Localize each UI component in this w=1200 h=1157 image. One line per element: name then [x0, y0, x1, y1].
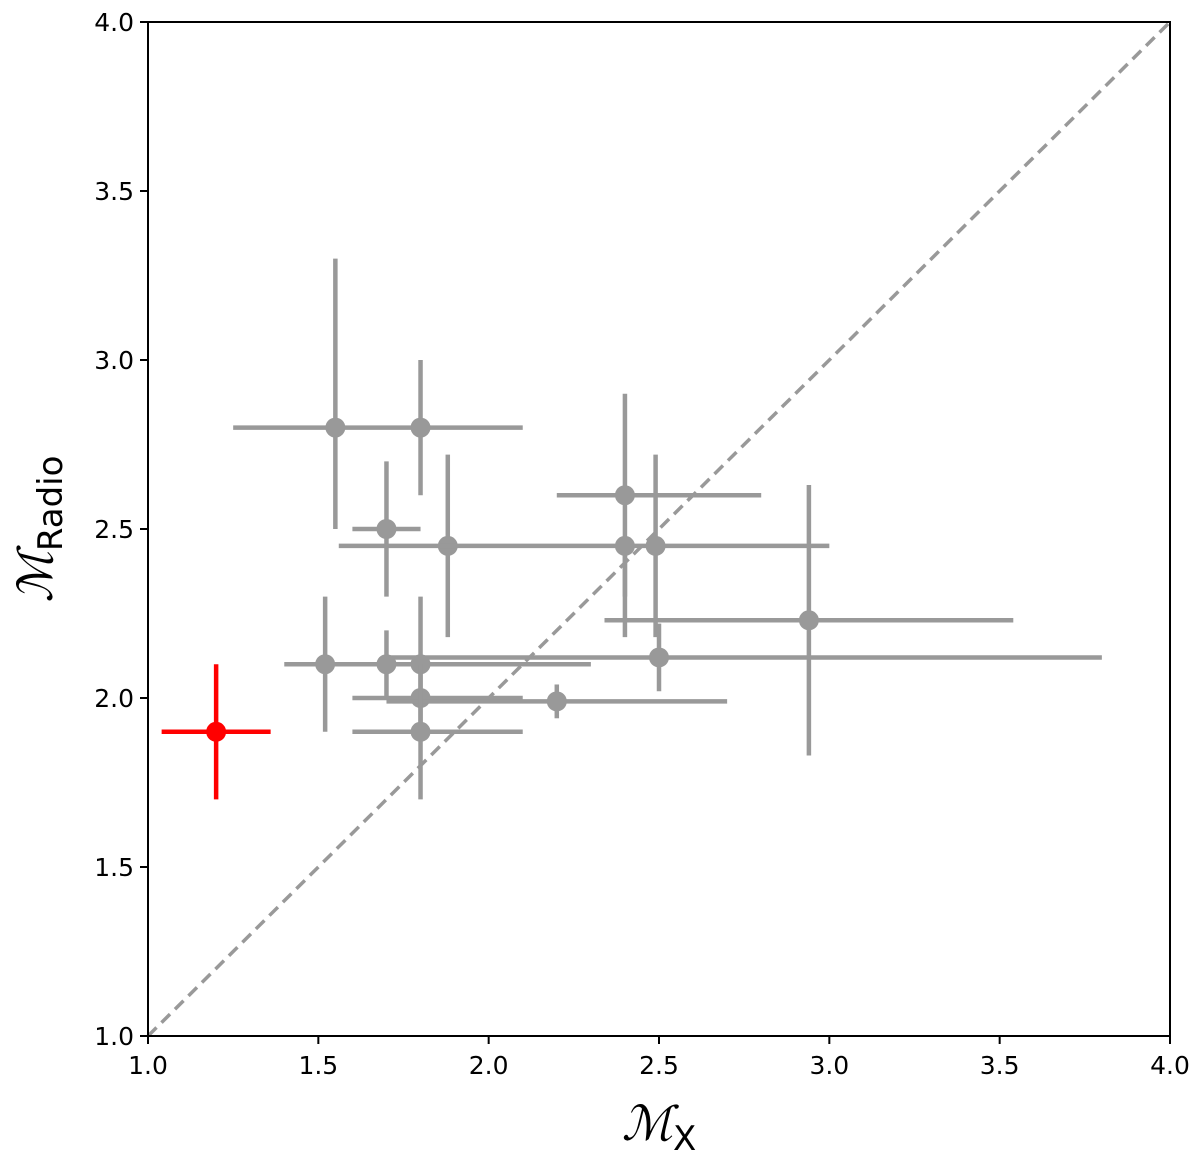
y-axis-label-symbol: ℳ: [8, 544, 64, 602]
y-axis-label-subscript: Radio: [31, 456, 71, 552]
x-tick-label: 2.5: [639, 1051, 679, 1080]
data-point: [410, 721, 431, 742]
data-point: [614, 535, 635, 556]
x-axis-label-subscript: X: [673, 1119, 696, 1157]
data-point: [649, 647, 669, 668]
x-axis: 1.0 1.5 2.0 2.5 3.0 3.5 4.0: [128, 1036, 1190, 1080]
data-point: [645, 535, 666, 556]
data-point: [410, 417, 431, 438]
y-axis-label: ℳRadio: [8, 456, 71, 603]
data-point: [614, 485, 635, 506]
y-tick-label: 3.5: [94, 177, 134, 206]
x-axis-label: ℳX: [622, 1096, 697, 1157]
x-tick-label: 3.0: [809, 1051, 849, 1080]
x-tick-label: 1.0: [128, 1051, 168, 1080]
y-tick-label: 2.5: [94, 515, 134, 544]
x-tick-label: 2.0: [469, 1051, 509, 1080]
data-point: [325, 417, 346, 438]
y-tick-label: 4.0: [94, 8, 134, 37]
x-tick-label: 3.5: [980, 1051, 1020, 1080]
x-tick-label: 1.5: [298, 1051, 338, 1080]
data-point: [798, 610, 819, 631]
y-tick-label: 2.0: [94, 684, 134, 713]
data-point: [206, 721, 227, 742]
reference-line: [146, 20, 1172, 1038]
x-tick-label: 4.0: [1150, 1051, 1190, 1080]
series-0: [233, 258, 1102, 800]
data-point: [315, 654, 336, 675]
data-point: [376, 519, 397, 539]
data-point: [546, 691, 567, 712]
x-axis-label-symbol: ℳ: [622, 1096, 680, 1152]
y-tick-label: 1.0: [94, 1022, 134, 1051]
y-tick-label: 3.0: [94, 346, 134, 375]
y-axis: 1.0 1.5 2.0 2.5 3.0 3.5 4.0: [94, 8, 148, 1051]
chart-marks: [146, 20, 1172, 1038]
y-tick-label: 1.5: [94, 853, 134, 882]
data-point: [376, 654, 397, 675]
series-1: [161, 664, 271, 800]
